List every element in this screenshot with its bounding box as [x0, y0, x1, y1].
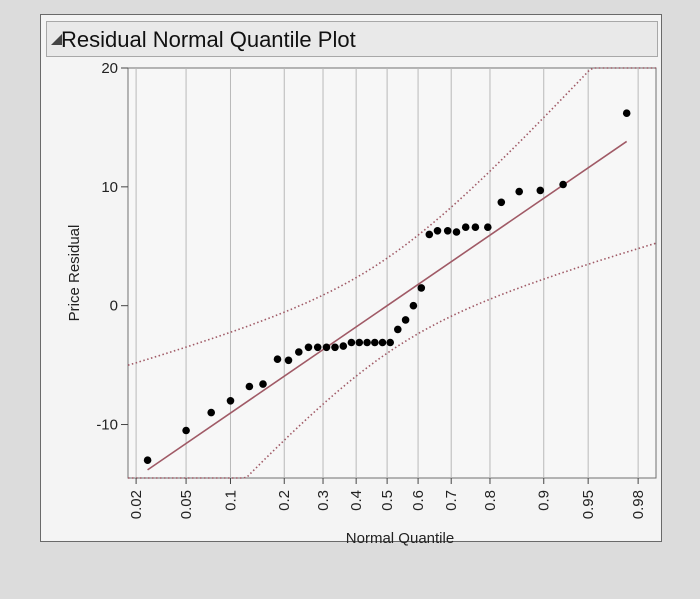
plot-frame: [127, 67, 657, 479]
panel-title: Residual Normal Quantile Plot: [61, 27, 356, 52]
data-point: [394, 325, 402, 334]
data-point: [207, 408, 215, 417]
data-point: [355, 338, 364, 347]
data-point: [559, 180, 567, 189]
x-tick-label: 0.1: [223, 490, 240, 511]
data-point: [245, 382, 254, 391]
disclosure-triangle-icon[interactable]: [51, 34, 62, 45]
data-point: [409, 301, 418, 310]
x-tick-label: 0.05: [178, 490, 195, 519]
reference-line: [147, 140, 628, 471]
x-tick-label: 0.2: [276, 490, 293, 511]
data-point: [226, 397, 235, 405]
data-point: [484, 223, 492, 231]
data-point: [347, 338, 356, 347]
x-tick-label: 0.4: [348, 490, 365, 511]
upper-confidence-band: [127, 67, 656, 366]
x-tick-label: 0.02: [128, 490, 145, 519]
data-point: [182, 426, 190, 435]
y-tick-label: 20: [101, 60, 118, 77]
data-point: [425, 230, 434, 239]
data-point: [433, 227, 442, 235]
lower-confidence-band: [128, 242, 657, 479]
x-tick-label: 0.6: [410, 490, 427, 511]
data-point: [622, 109, 631, 117]
data-point: [471, 223, 480, 231]
data-point: [331, 343, 339, 352]
y-tick-label: 0: [110, 298, 118, 315]
x-tick-label: 0.3: [315, 490, 332, 511]
x-tick-label: 0.9: [536, 490, 553, 511]
panel-header: Residual Normal Quantile Plot: [46, 21, 658, 57]
y-tick-label: 10: [101, 179, 118, 196]
y-tick-label: -10: [96, 417, 118, 434]
data-point: [363, 338, 371, 347]
y-axis-title: Price Residual: [66, 225, 83, 322]
data-point: [304, 343, 313, 352]
x-tick-label: 0.8: [482, 490, 499, 511]
data-point: [536, 186, 545, 195]
data-point: [259, 380, 267, 388]
data-point: [313, 343, 322, 352]
data-point: [143, 456, 152, 465]
data-point: [371, 338, 379, 347]
data-point: [284, 356, 293, 365]
data-point: [515, 187, 523, 196]
data-point: [339, 342, 348, 350]
data-point: [443, 227, 452, 235]
data-point: [322, 343, 331, 352]
data-point: [452, 228, 461, 236]
data-point: [378, 338, 387, 347]
x-tick-label: 0.5: [379, 490, 396, 511]
data-point: [417, 284, 426, 292]
data-point: [497, 198, 506, 207]
x-tick-label: 0.95: [580, 490, 597, 519]
data-point: [273, 355, 282, 364]
data-point: [386, 338, 395, 347]
data-point: [295, 348, 303, 356]
data-point: [461, 223, 470, 231]
x-tick-label: 0.98: [630, 490, 647, 519]
x-axis-title: Normal Quantile: [346, 530, 454, 547]
x-tick-label: 0.7: [443, 490, 460, 511]
data-point: [401, 316, 410, 324]
